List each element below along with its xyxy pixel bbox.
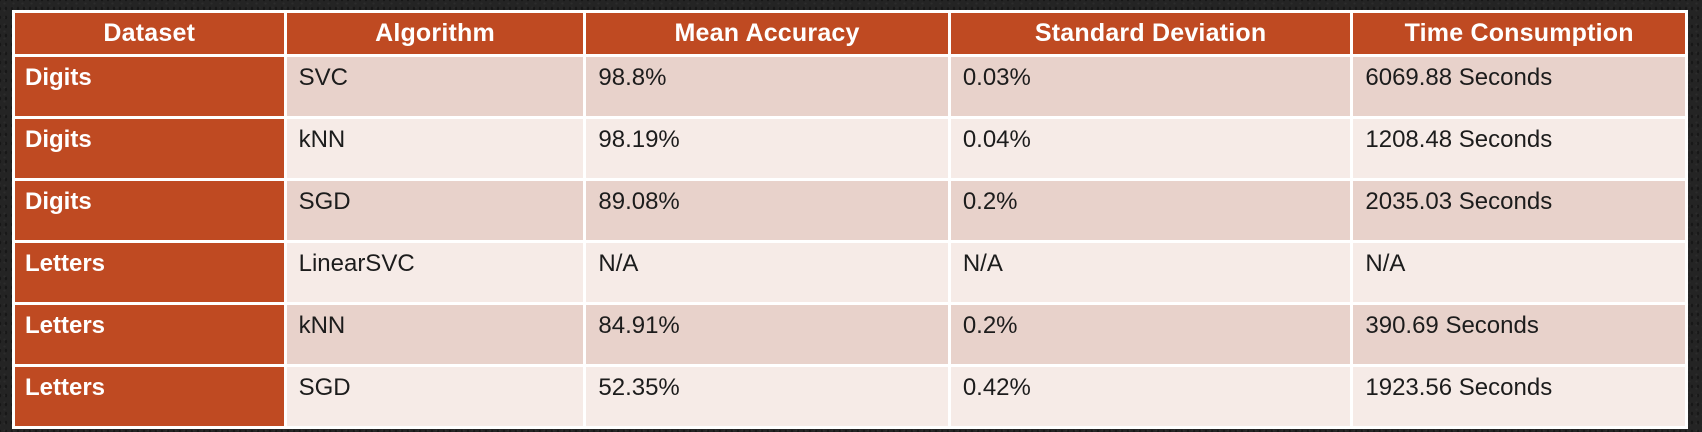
cell-mean-accuracy: 84.91% [586, 305, 948, 364]
cell-time-consumption: 2035.03 Seconds [1353, 181, 1685, 240]
header-row: Dataset Algorithm Mean Accuracy Standard… [15, 13, 1685, 54]
cell-mean-accuracy: 98.8% [586, 57, 948, 116]
table-row: Letters SGD 52.35% 0.42% 1923.56 Seconds [15, 367, 1685, 426]
cell-time-consumption: N/A [1353, 243, 1685, 302]
table-row: Digits SVC 98.8% 0.03% 6069.88 Seconds [15, 57, 1685, 116]
cell-time-consumption: 1923.56 Seconds [1353, 367, 1685, 426]
header-cell-dataset: Dataset [15, 13, 284, 54]
cell-dataset: Letters [15, 243, 284, 302]
header-cell-algorithm: Algorithm [286, 13, 584, 54]
table-row: Digits SGD 89.08% 0.2% 2035.03 Seconds [15, 181, 1685, 240]
cell-standard-deviation: N/A [950, 243, 1351, 302]
cell-dataset: Digits [15, 181, 284, 240]
table-row: Letters LinearSVC N/A N/A N/A [15, 243, 1685, 302]
cell-mean-accuracy: 52.35% [586, 367, 948, 426]
cell-dataset: Digits [15, 119, 284, 178]
cell-dataset: Letters [15, 367, 284, 426]
cell-algorithm: SVC [286, 57, 584, 116]
cell-mean-accuracy: N/A [586, 243, 948, 302]
header-cell-mean-accuracy: Mean Accuracy [586, 13, 948, 54]
cell-standard-deviation: 0.2% [950, 305, 1351, 364]
cell-mean-accuracy: 98.19% [586, 119, 948, 178]
cell-dataset: Letters [15, 305, 284, 364]
cell-mean-accuracy: 89.08% [586, 181, 948, 240]
results-table: Dataset Algorithm Mean Accuracy Standard… [12, 10, 1688, 429]
cell-dataset: Digits [15, 57, 284, 116]
cell-standard-deviation: 0.04% [950, 119, 1351, 178]
cell-algorithm: LinearSVC [286, 243, 584, 302]
header-cell-time-consumption: Time Consumption [1353, 13, 1685, 54]
cell-standard-deviation: 0.42% [950, 367, 1351, 426]
cell-time-consumption: 1208.48 Seconds [1353, 119, 1685, 178]
cell-time-consumption: 390.69 Seconds [1353, 305, 1685, 364]
cell-time-consumption: 6069.88 Seconds [1353, 57, 1685, 116]
cell-standard-deviation: 0.2% [950, 181, 1351, 240]
cell-standard-deviation: 0.03% [950, 57, 1351, 116]
cell-algorithm: kNN [286, 119, 584, 178]
table-row: Digits kNN 98.19% 0.04% 1208.48 Seconds [15, 119, 1685, 178]
table-row: Letters kNN 84.91% 0.2% 390.69 Seconds [15, 305, 1685, 364]
header-cell-standard-deviation: Standard Deviation [950, 13, 1351, 54]
cell-algorithm: SGD [286, 367, 584, 426]
cell-algorithm: kNN [286, 305, 584, 364]
cell-algorithm: SGD [286, 181, 584, 240]
